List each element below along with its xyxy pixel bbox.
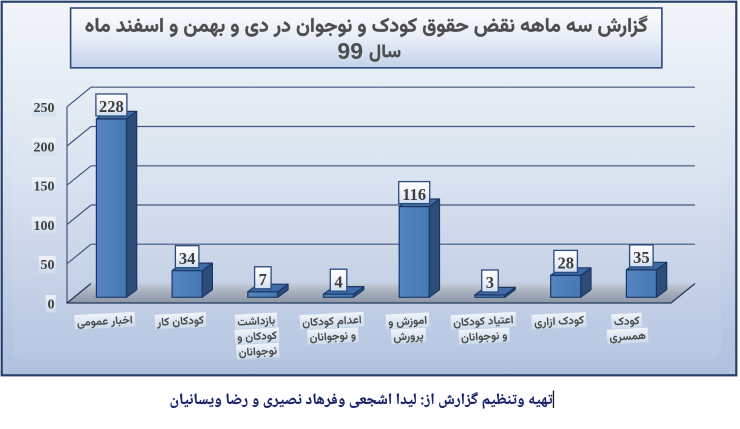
svg-text:35: 35 (633, 248, 650, 267)
svg-text:50: 50 (41, 258, 55, 273)
svg-text:4: 4 (334, 272, 342, 291)
svg-text:116: 116 (402, 185, 426, 204)
svg-text:228: 228 (99, 97, 124, 116)
svg-text:250: 250 (34, 101, 55, 116)
svg-text:7: 7 (259, 270, 267, 289)
svg-text:150: 150 (34, 180, 55, 195)
svg-text:3: 3 (486, 273, 494, 292)
svg-text:99: 99 (337, 38, 363, 64)
svg-text:200: 200 (34, 140, 55, 155)
svg-text:28: 28 (557, 254, 574, 273)
svg-text:0: 0 (48, 297, 55, 312)
svg-text:100: 100 (34, 219, 55, 234)
svg-text:34: 34 (179, 249, 196, 268)
